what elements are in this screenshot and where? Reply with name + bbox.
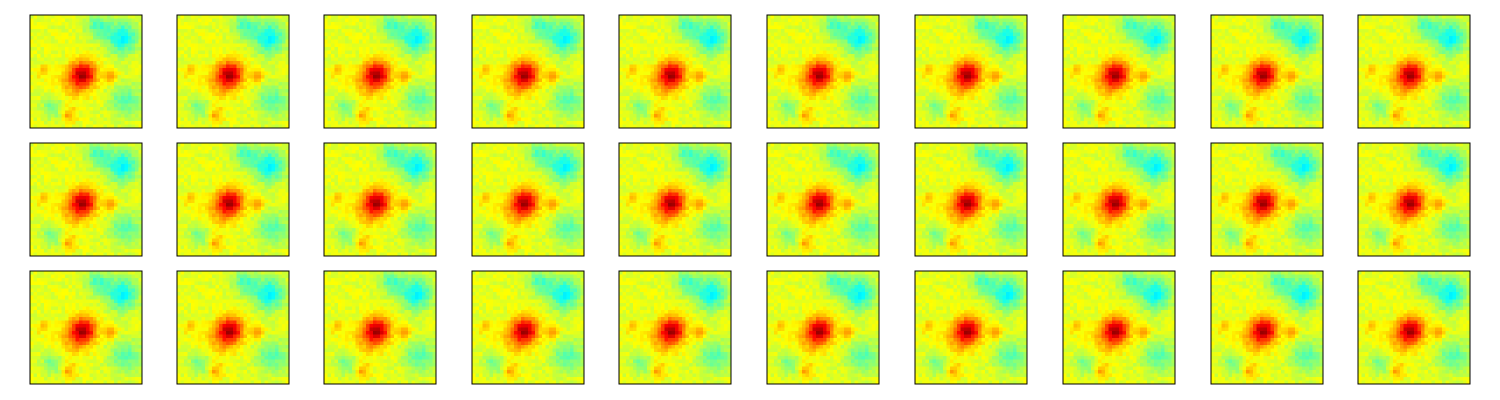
panel-border bbox=[914, 142, 1028, 257]
panel-border bbox=[1357, 142, 1471, 257]
heatmap-panel bbox=[472, 143, 584, 256]
panel-border bbox=[471, 270, 585, 385]
panel-border bbox=[29, 14, 143, 129]
heatmap-panel bbox=[767, 271, 879, 384]
heatmap-panel bbox=[767, 15, 879, 128]
panel-border bbox=[766, 142, 880, 257]
heatmap-panel bbox=[1063, 15, 1175, 128]
heatmap-panel bbox=[472, 271, 584, 384]
heatmap-panel bbox=[472, 15, 584, 128]
heatmap-panel bbox=[30, 143, 142, 256]
panel-border bbox=[914, 14, 1028, 129]
heatmap-panel bbox=[619, 143, 731, 256]
panel-border bbox=[471, 142, 585, 257]
panel-border bbox=[471, 14, 585, 129]
heatmap-panel bbox=[767, 143, 879, 256]
heatmap-panel bbox=[915, 271, 1027, 384]
panel-border bbox=[1357, 14, 1471, 129]
heatmap-panel bbox=[1358, 15, 1470, 128]
panel-border bbox=[1210, 270, 1324, 385]
heatmap-panel bbox=[1211, 143, 1323, 256]
heatmap-panel bbox=[619, 15, 731, 128]
panel-border bbox=[1062, 142, 1176, 257]
panel-border bbox=[618, 14, 732, 129]
heatmap-panel bbox=[915, 143, 1027, 256]
panel-border bbox=[1210, 14, 1324, 129]
heatmap-panel bbox=[1358, 271, 1470, 384]
panel-border bbox=[323, 14, 437, 129]
panel-border bbox=[766, 14, 880, 129]
panel-border bbox=[323, 142, 437, 257]
heatmap-panel bbox=[30, 15, 142, 128]
panel-border bbox=[1210, 142, 1324, 257]
heatmap-panel bbox=[177, 143, 289, 256]
panel-border bbox=[29, 142, 143, 257]
heatmap-panel bbox=[30, 271, 142, 384]
panel-border bbox=[1062, 270, 1176, 385]
panel-border bbox=[914, 270, 1028, 385]
heatmap-panel bbox=[1211, 15, 1323, 128]
heatmap-panel bbox=[177, 15, 289, 128]
panel-border bbox=[323, 270, 437, 385]
heatmap-panel bbox=[177, 271, 289, 384]
heatmap-panel bbox=[324, 143, 436, 256]
heatmap-panel bbox=[619, 271, 731, 384]
panel-border bbox=[618, 270, 732, 385]
panel-border bbox=[29, 270, 143, 385]
heatmap-panel bbox=[324, 15, 436, 128]
panel-border bbox=[176, 270, 290, 385]
heatmap-panel bbox=[1358, 143, 1470, 256]
panel-border bbox=[176, 14, 290, 129]
panel-border bbox=[618, 142, 732, 257]
heatmap-panel bbox=[915, 15, 1027, 128]
panel-border bbox=[766, 270, 880, 385]
panel-border bbox=[1357, 270, 1471, 385]
panel-border bbox=[176, 142, 290, 257]
heatmap-panel bbox=[324, 271, 436, 384]
heatmap-panel bbox=[1063, 271, 1175, 384]
panel-border bbox=[1062, 14, 1176, 129]
heatmap-panel bbox=[1063, 143, 1175, 256]
heatmap-panel bbox=[1211, 271, 1323, 384]
